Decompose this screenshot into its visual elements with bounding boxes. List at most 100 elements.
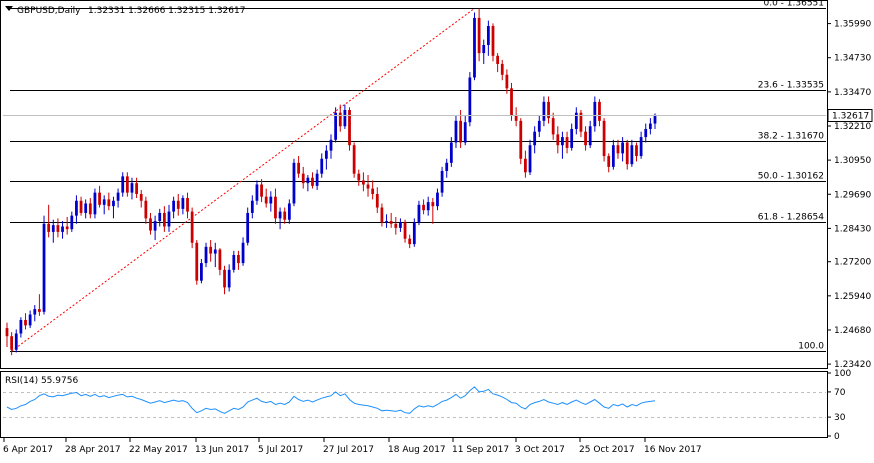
candle-body [61,226,64,232]
candle-body [24,319,27,326]
candle [287,199,291,224]
candle-body [283,211,287,220]
candle [348,107,351,151]
candle [547,96,550,124]
candle [375,187,379,213]
candle-body [468,77,472,123]
candle [445,158,449,178]
candle [135,177,138,199]
candle [75,195,78,224]
candle-body [149,218,152,231]
candle [630,139,634,167]
candle [514,107,518,127]
candle [329,134,333,159]
fib-level-label: 23.6 - 1.33535 [758,81,824,91]
candle [301,166,305,189]
candle [352,142,356,178]
collapse-triangle-icon[interactable] [5,6,13,11]
candle-body [602,120,606,157]
candle-body [454,120,458,143]
candle [246,207,250,246]
candle [84,199,88,219]
date-tick-label: 28 Apr 2017 [65,445,121,455]
price-tick-label: 1.28430 [834,224,871,234]
candle [237,250,240,270]
candle [121,172,125,197]
candle [463,115,467,146]
candle [542,96,546,127]
date-tick-label: 11 Sep 2017 [452,445,509,455]
candle-body [343,110,347,127]
candle [139,189,143,208]
candle-body [33,309,37,315]
candle [528,139,532,176]
candle [394,217,398,235]
candle-body [204,246,208,264]
candle-body [42,223,46,312]
candle-body [269,196,273,204]
candle-body [135,183,138,194]
candle-body [500,63,504,75]
candle-body [399,222,402,228]
candle-body [625,142,629,165]
candle-body [579,112,583,132]
candle-body [459,120,462,143]
price-tick-label: 1.35990 [834,20,871,30]
candle-body [315,173,319,186]
candle-body [227,269,231,288]
candle-body [389,221,393,224]
candle-body [75,200,78,216]
fib-level-label: 38.2 - 1.31670 [758,132,824,142]
rsi-tick-label: 70 [834,388,846,398]
candle [635,142,638,162]
candlestick-series [5,8,657,356]
candle [283,207,287,224]
candle-body [584,131,587,146]
candle [320,153,324,178]
candle-body [348,110,351,146]
candle-body [195,242,199,281]
current-price-box [827,109,873,122]
candle [496,53,500,73]
candle [519,118,523,165]
candle-body [88,203,92,215]
candle-body [556,134,560,146]
candle-body [223,269,226,288]
candle-body [38,309,41,312]
candle [274,188,277,224]
candle [250,195,254,219]
candle-body [621,142,624,154]
candle-body [440,170,444,193]
candle-body [394,223,398,228]
candle-body [653,114,657,124]
candle-body [524,158,527,173]
candle [79,196,83,216]
candle [491,23,495,62]
candle-body [482,44,486,54]
candle-body [186,198,189,212]
candle-body [311,177,314,186]
candle [125,172,129,197]
candle [241,237,245,266]
candle [500,59,504,81]
candle [223,265,226,295]
price-tick-label: 1.30950 [834,156,871,166]
candle [42,215,46,315]
candle-body [172,200,176,212]
price-tick-label: 1.33470 [834,88,871,98]
candle [47,204,51,238]
candle [88,198,92,219]
candle [607,153,611,173]
candle-body [449,142,453,163]
candle-body [403,222,407,239]
candle-body [246,212,250,243]
candle-body [121,176,125,193]
candle [255,180,259,205]
candle-body [56,225,60,232]
candle [584,126,587,151]
price-tick-label: 1.23420 [834,360,871,370]
candle [338,104,342,132]
candle-body [375,193,379,208]
price-tick-label: 1.32210 [834,122,871,132]
fib-level-label: 61.8 - 1.28654 [758,213,824,223]
